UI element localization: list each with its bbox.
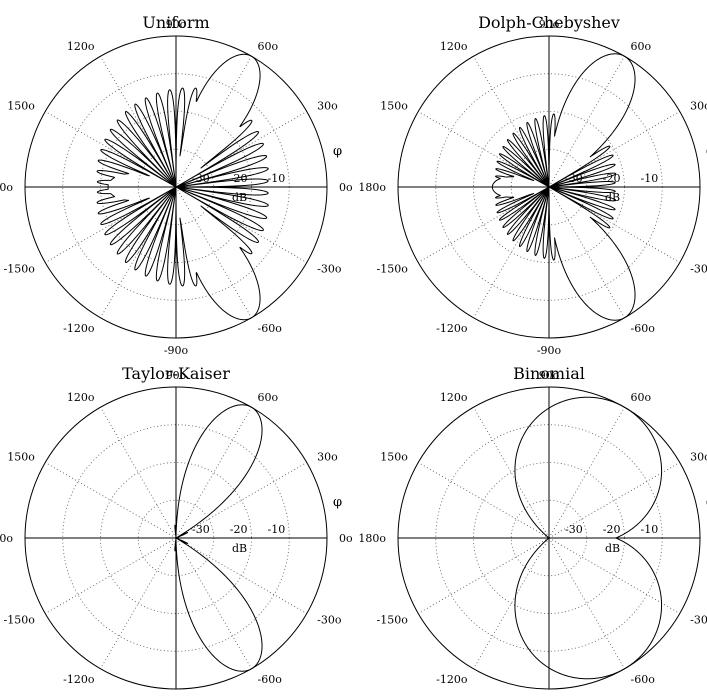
angle-label: -150o [3, 614, 35, 627]
polar-panel-2: Dolph-Chebyshev0o30o60o90o120o150o180o-1… [358, 13, 707, 357]
panel-title: Dolph-Chebyshev [478, 13, 620, 32]
angle-label: -120o [63, 673, 95, 686]
radiation-pattern [514, 396, 663, 680]
angle-label: 60o [258, 391, 279, 404]
angle-label: 120o [67, 391, 95, 404]
grid-spoke [100, 537, 177, 669]
grid-spoke [473, 537, 550, 669]
angle-label: -120o [63, 322, 95, 335]
grid-spoke [548, 56, 625, 188]
polar-panel-4: Binomial0o30o60o90o120o150o180o-150o-120… [358, 364, 707, 697]
angle-label: 90o [166, 18, 187, 31]
grid-spoke [548, 537, 680, 614]
angle-label: -30o [690, 614, 707, 627]
grid-spoke [175, 407, 252, 539]
angle-label: -30o [317, 263, 342, 276]
angle-symbol: φ [333, 495, 342, 510]
angle-label: -60o [258, 673, 283, 686]
radial-tick-label: -30 [565, 523, 583, 536]
angle-label: -30o [690, 263, 707, 276]
radiation-pattern [96, 53, 269, 321]
outer-circle [24, 35, 328, 339]
grid-spoke [175, 537, 252, 669]
radial-tick-label: -20 [230, 172, 248, 185]
angle-label: -60o [631, 322, 656, 335]
grid-spoke [175, 537, 307, 614]
radial-tick-label: -20 [230, 523, 248, 536]
angle-label: -90o [537, 344, 562, 357]
grid-spoke [548, 462, 680, 539]
panel-title: Taylor-Kaiser [122, 364, 230, 383]
panel-title: Binomial [513, 364, 585, 383]
angle-label: 0o [339, 532, 353, 545]
grid-spoke [548, 186, 625, 318]
grid-spoke [418, 537, 550, 614]
angle-label: -90o [164, 695, 189, 697]
angle-label: 90o [539, 18, 560, 31]
outer-circle [397, 35, 701, 339]
grid-spoke [175, 462, 307, 539]
panel-title: Uniform [142, 13, 209, 32]
angle-label: 30o [317, 451, 338, 464]
angle-label: -120o [436, 322, 468, 335]
radial-tick-label: -10 [268, 523, 286, 536]
angle-label: -90o [537, 695, 562, 697]
angle-label: 120o [440, 40, 468, 53]
outer-circle [397, 386, 701, 690]
radial-tick-label: -10 [268, 172, 286, 185]
angle-label: 150o [7, 451, 35, 464]
angle-label: 30o [690, 451, 707, 464]
angle-label: 60o [631, 40, 652, 53]
grid-spoke [548, 537, 625, 669]
angle-label: 150o [7, 100, 35, 113]
polar-panel-3: Taylor-Kaiser 0o 30o 60o 90o 120o 150o 180o -150… [0, 364, 353, 697]
angle-label: -150o [3, 263, 35, 276]
grid-spoke [100, 407, 177, 539]
grid-spoke [175, 186, 252, 318]
grid-spoke [548, 407, 625, 539]
grid-spoke [45, 537, 177, 614]
radial-tick-label: -30 [192, 523, 210, 536]
grid-spoke [45, 462, 177, 539]
angle-label: 150o [380, 100, 408, 113]
grid-spoke [418, 462, 550, 539]
angle-label: 120o [440, 391, 468, 404]
angle-label: 180o [358, 181, 386, 194]
angle-label: 120o [67, 40, 95, 53]
angle-label: 90o [539, 369, 560, 382]
radiation-pattern [491, 53, 636, 321]
angle-label: -150o [376, 614, 408, 627]
angle-label: 60o [258, 40, 279, 53]
angle-label: 0o [339, 181, 353, 194]
angle-label: 180o [0, 532, 13, 545]
angle-label: 90o [166, 369, 187, 382]
radial-tick-label: -10 [641, 172, 659, 185]
angle-label: 30o [317, 100, 338, 113]
angle-label: -90o [164, 344, 189, 357]
grid-spoke [473, 407, 550, 539]
angle-label: 180o [0, 181, 13, 194]
grid-spoke [175, 56, 252, 188]
radial-tick-label: -20 [603, 523, 621, 536]
angle-label: -30o [317, 614, 342, 627]
angle-label: 60o [631, 391, 652, 404]
radial-tick-label: -10 [641, 523, 659, 536]
angle-label: -60o [631, 673, 656, 686]
outer-circle [24, 386, 328, 690]
angle-label: -60o [258, 322, 283, 335]
angle-label: 150o [380, 451, 408, 464]
angle-label: 180o [358, 532, 386, 545]
polar-panel-1: Uniform 0o 30o 60o 90o 120o 150o 180o -150o -120o… [0, 13, 353, 357]
angle-symbol: φ [333, 144, 342, 159]
angle-label: -120o [436, 673, 468, 686]
angle-label: -150o [376, 263, 408, 276]
angle-label: 30o [690, 100, 707, 113]
radial-unit-label: dB [232, 542, 247, 555]
radial-unit-label: dB [605, 542, 620, 555]
radiation-pattern [174, 404, 263, 672]
